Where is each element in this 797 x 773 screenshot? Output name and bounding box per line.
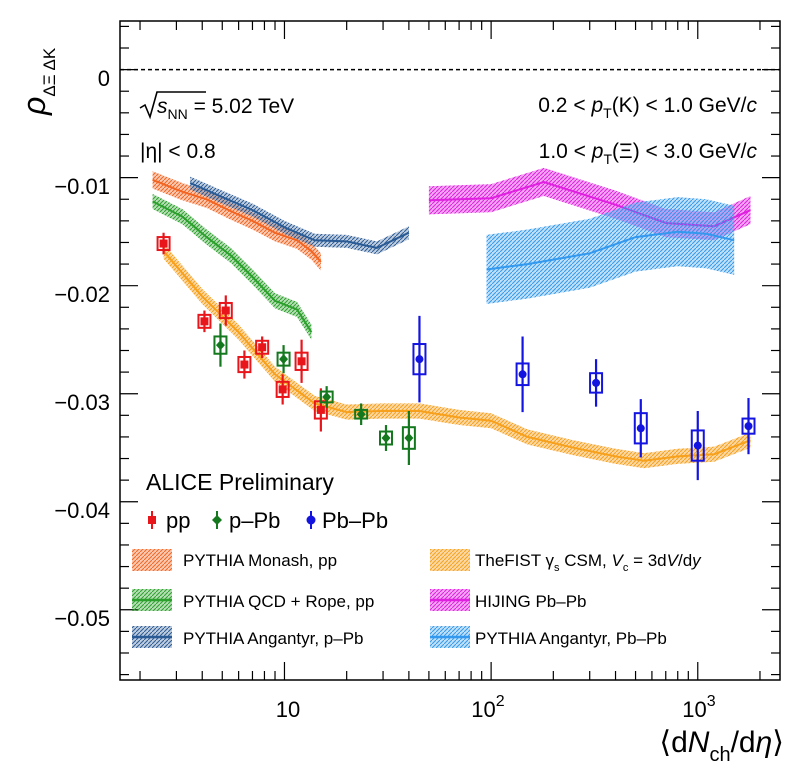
y-axis-label: ρΔΞ ΔK: [16, 47, 59, 116]
legend-entry-ppb: p–Pb: [212, 508, 280, 533]
point-ppb-1: [276, 345, 291, 374]
x-tick-labels: 10 102 103: [276, 693, 716, 722]
legend-band-rope: PYTHIA QCD + Rope, pp: [132, 589, 374, 611]
collaboration-label: ALICE Preliminary: [146, 469, 334, 495]
x-tick-label-10: 10: [276, 697, 300, 722]
svg-text:PYTHIA Angantyr, p–Pb: PYTHIA Angantyr, p–Pb: [183, 629, 364, 648]
point-pbpb-2: [589, 359, 604, 407]
legend-bands: PYTHIA Monash, pp PYTHIA QCD + Rope, pp …: [132, 549, 702, 648]
svg-text:PYTHIA Monash, pp: PYTHIA Monash, pp: [183, 551, 337, 570]
point-pbpb-1: [515, 336, 530, 413]
legend-band-hijing: HIJING Pb–Pb: [430, 589, 587, 611]
svg-text:PYTHIA Angantyr, Pb–Pb: PYTHIA Angantyr, Pb–Pb: [475, 629, 667, 648]
point-pp-0: [156, 232, 171, 255]
y-tick-label-0: 0: [98, 66, 110, 91]
point-pp-2: [218, 295, 233, 326]
point-pp-1: [197, 310, 212, 333]
svg-text:PYTHIA QCD + Rope, pp: PYTHIA QCD + Rope, pp: [183, 592, 374, 611]
y-tick-label-5: −0.05: [54, 606, 110, 631]
band-line-pythia-qcd-rope-pp: [152, 200, 313, 333]
axis-ticks: [120, 21, 780, 680]
model-bands: [152, 167, 751, 469]
svg-text:HIJING Pb–Pb: HIJING Pb–Pb: [475, 592, 587, 611]
y-tick-label-3: −0.03: [54, 390, 110, 415]
svg-text:TheFIST γs CSM, Vc = 3dV/dy: TheFIST γs CSM, Vc = 3dV/dy: [475, 551, 702, 574]
y-tick-label-1: −0.01: [54, 174, 110, 199]
point-pbpb-0: [412, 315, 427, 403]
band-pythia-qcd-rope-pp: [152, 193, 312, 340]
legend-band-angantyr-pbpb: PYTHIA Angantyr, Pb–Pb: [430, 626, 667, 648]
point-ppb-2: [319, 386, 334, 408]
legend-entry-pp: pp: [148, 508, 190, 533]
pt-xi-annotation: 1.0 < pT(Ξ) < 3.0 GeV/c: [539, 140, 758, 167]
point-pbpb-4: [690, 410, 705, 481]
point-pp-6: [294, 339, 309, 383]
eta-cut-annotation: |η| < 0.8: [140, 140, 216, 163]
plot-frame: [119, 20, 781, 681]
legend-points: pp p–Pb Pb–Pb: [148, 508, 388, 533]
svg-text:Pb–Pb: Pb–Pb: [322, 508, 388, 533]
band-line-pythia-angantyr-p-pb: [189, 182, 410, 249]
band-pythia-angantyr-p-pb: [190, 176, 409, 255]
data-points: [156, 232, 756, 481]
x-axis-label: ⟨dNch/dη⟩: [659, 726, 784, 766]
legend-band-monash: PYTHIA Monash, pp: [132, 549, 337, 571]
y-tick-labels: 0 −0.01 −0.02 −0.03 −0.04 −0.05: [54, 66, 110, 631]
pt-kaon-annotation: 0.2 < pT(K) < 1.0 GeV/c: [538, 94, 757, 121]
x-tick-label-100: 102: [471, 693, 504, 722]
legend-band-angantyr-ppb: PYTHIA Angantyr, p–Pb: [132, 626, 364, 648]
svg-text:sNN = 5.02 TeV: sNN = 5.02 TeV: [157, 95, 294, 122]
y-tick-label-2: −0.02: [54, 282, 110, 307]
band-line-pythia-monash-pp: [152, 178, 322, 263]
legend-marker-circle: [306, 515, 316, 525]
point-pp-4: [255, 336, 270, 359]
band-pythia-angantyr-pb-pb: [486, 197, 735, 304]
energy-annotation: sNN = 5.02 TeV: [139, 91, 294, 122]
point-pbpb-3: [633, 399, 648, 458]
point-ppb-5: [401, 410, 416, 466]
band-line-pythia-angantyr-pb-pb: [486, 230, 735, 271]
point-pp-5: [275, 374, 290, 405]
band-line-thefist-s-csm-v-c-3dv-dy: [162, 250, 751, 462]
x-tick-label-1000: 103: [682, 693, 715, 722]
point-pp-3: [237, 350, 252, 379]
band-thefist-s-csm-v-c-3dv-dy: [163, 243, 751, 469]
svg-text:pp: pp: [166, 508, 190, 533]
y-tick-label-4: −0.04: [54, 498, 110, 523]
sqrt-sign-icon: [139, 91, 206, 120]
legend-marker-square: [148, 516, 156, 524]
point-ppb-4: [379, 425, 394, 451]
point-pbpb-5: [741, 398, 756, 455]
svg-text:p–Pb: p–Pb: [229, 508, 280, 533]
legend-marker-diamond: [212, 515, 222, 525]
legend-entry-pbpb: Pb–Pb: [306, 508, 388, 533]
point-ppb-0: [213, 323, 228, 367]
legend-band-thefist: TheFIST γs CSM, Vc = 3dV/dy: [430, 549, 702, 574]
point-ppb-3: [354, 403, 369, 426]
